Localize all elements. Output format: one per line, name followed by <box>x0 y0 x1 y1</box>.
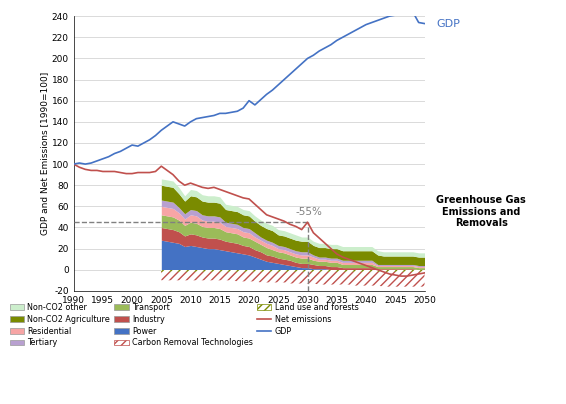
Text: GDP: GDP <box>436 19 460 29</box>
Text: Greenhouse Gas
Emissions and
Removals: Greenhouse Gas Emissions and Removals <box>436 195 526 228</box>
Legend: Non-CO2 other, Non-CO2 Agriculture, Residential, Tertiary, Transport, Industry, : Non-CO2 other, Non-CO2 Agriculture, Resi… <box>10 303 358 347</box>
Text: -55%: -55% <box>296 207 323 217</box>
Y-axis label: GDP and Net Emissions [1990=100]: GDP and Net Emissions [1990=100] <box>40 72 49 235</box>
